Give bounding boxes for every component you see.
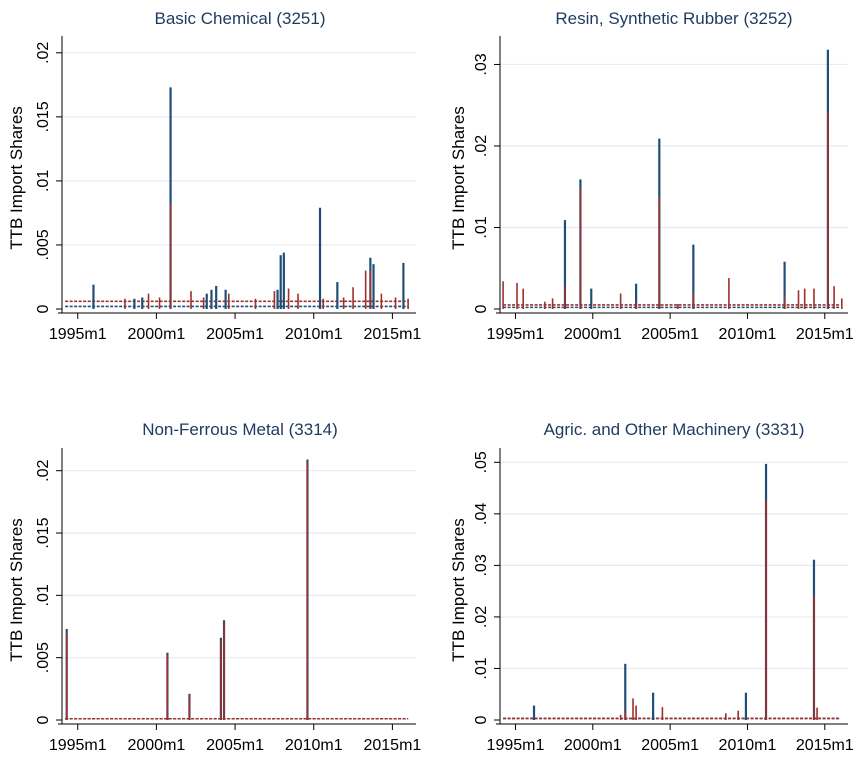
- y-tick-label: 0: [35, 304, 52, 313]
- x-tick-label: 2015m1: [796, 326, 854, 343]
- y-tick-label: .015: [35, 517, 52, 548]
- chart-panel-2: 0 .01 .02 .03 1995m1 2000m1 2005m1 2010m1 2015m1…: [449, 9, 854, 343]
- y-tick-label: .02: [35, 42, 52, 64]
- x-tick-label: 1995m1: [487, 326, 545, 343]
- y-axis-label: TTB Import Shares: [7, 518, 26, 662]
- y-axis-label: TTB Import Shares: [449, 106, 468, 250]
- chart-title: Resin, Synthetic Rubber (3252): [555, 9, 792, 28]
- y-axis-label: TTB Import Shares: [7, 106, 26, 250]
- x-tick-label: 2015m1: [796, 737, 854, 754]
- y-tick-label: .01: [35, 584, 52, 606]
- y-tick-label: 0: [473, 715, 490, 724]
- x-tick-label: 2000m1: [564, 737, 622, 754]
- y-tick-label: 0: [35, 715, 52, 724]
- y-tick-label: .05: [473, 451, 490, 473]
- y-tick-label: .04: [473, 503, 490, 525]
- y-tick-label: .03: [473, 554, 490, 576]
- y-tick-label: .01: [35, 170, 52, 192]
- y-tick-label: .015: [35, 101, 52, 132]
- y-tick-label: .01: [473, 216, 490, 238]
- x-tick-label: 2010m1: [285, 737, 343, 754]
- x-tick-label: 1995m1: [487, 737, 545, 754]
- y-tick-label: .02: [473, 606, 490, 628]
- y-tick-label: 0: [473, 304, 490, 313]
- y-tick-label: .01: [473, 657, 490, 679]
- chart-panel-3: 0 .005 .01 .015 .02 1995m1 2000m1 2005m1 2010m1 2…: [7, 420, 421, 754]
- x-tick-label: 2000m1: [127, 737, 185, 754]
- x-tick-label: 2005m1: [641, 326, 699, 343]
- x-tick-label: 2010m1: [285, 326, 343, 343]
- x-tick-label: 2005m1: [206, 737, 264, 754]
- x-tick-label: 2000m1: [127, 326, 185, 343]
- chart-panel-1: 0 .005 .01 .015 .02 1995m1 2000m1 2005m1 2010m1 2…: [7, 9, 421, 343]
- y-tick-label: .005: [35, 642, 52, 673]
- x-tick-label: 2000m1: [564, 326, 622, 343]
- x-tick-label: 2010m1: [719, 326, 777, 343]
- y-tick-label: .02: [473, 135, 490, 157]
- y-axis-label: TTB Import Shares: [449, 518, 468, 662]
- chart-title: Non-Ferrous Metal (3314): [142, 420, 338, 439]
- x-tick-label: 2005m1: [641, 737, 699, 754]
- x-tick-label: 1995m1: [49, 737, 107, 754]
- chart-title: Basic Chemical (3251): [154, 9, 325, 28]
- x-tick-label: 2015m1: [363, 737, 421, 754]
- x-tick-label: 1995m1: [49, 326, 107, 343]
- x-tick-label: 2010m1: [719, 737, 777, 754]
- y-tick-label: .02: [35, 459, 52, 481]
- x-tick-label: 2015m1: [363, 326, 421, 343]
- y-tick-label: .005: [35, 229, 52, 260]
- chart-panel-4: 0 .01 .02 .03 .04 .05 1995m1 2000m1 2005m1 2010m1…: [449, 420, 854, 754]
- chart-title: Agric. and Other Machinery (3331): [544, 420, 805, 439]
- y-tick-label: .03: [473, 53, 490, 75]
- x-tick-label: 2005m1: [206, 326, 264, 343]
